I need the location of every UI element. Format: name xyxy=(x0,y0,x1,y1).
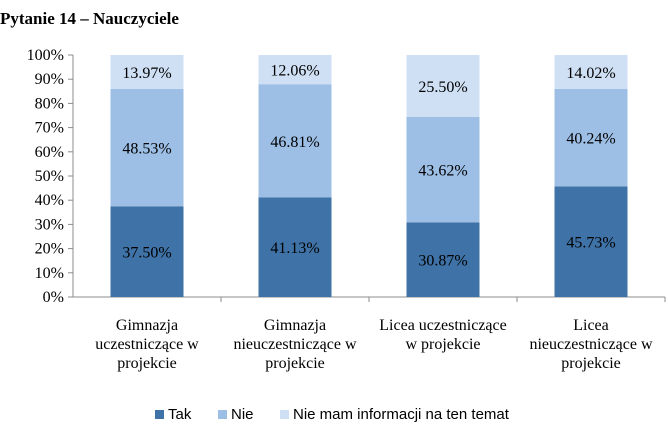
data-label: 43.62% xyxy=(418,163,467,180)
x-tick-label: Gimnazja xyxy=(116,317,178,334)
data-label: 48.53% xyxy=(122,141,171,158)
bar-segment xyxy=(406,55,480,117)
x-tick-label: projekcie xyxy=(117,355,177,372)
x-tick-label: nieuczestniczące w xyxy=(233,336,356,353)
bar-segment xyxy=(258,197,332,297)
chart-x-tick-labels: Gimnazja uczestniczące w projekcie Gimnazja… xyxy=(95,317,653,372)
data-label: 41.13% xyxy=(270,240,319,257)
data-label: 45.73% xyxy=(566,235,615,252)
y-tick-label: 20% xyxy=(35,241,64,258)
bar-segment xyxy=(554,88,628,187)
chart-legend: Tak Nie Nie mam informacji na ten temat xyxy=(155,406,510,423)
x-tick-label: w projekcie xyxy=(405,336,480,353)
legend-label: Nie xyxy=(231,406,254,423)
legend-label: Tak xyxy=(168,406,192,423)
data-label: 37.50% xyxy=(122,245,171,262)
bar-segment xyxy=(554,55,628,89)
y-tick-label: 50% xyxy=(35,168,64,185)
x-tick-label: Gimnazja xyxy=(264,317,326,334)
y-tick-label: 30% xyxy=(35,216,64,233)
x-tick-label: uczestniczące w xyxy=(95,336,199,353)
x-tick-label: nieuczestniczące w xyxy=(529,336,652,353)
data-label: 14.02% xyxy=(566,65,615,82)
bar-segment xyxy=(110,55,184,89)
x-tick-label: projekcie xyxy=(265,355,325,372)
chart-axes: 0% 10% 20% 30% 40% 50% 60% 70% 80% 90% 100% xyxy=(27,47,666,306)
y-tick-label: 90% xyxy=(35,71,64,88)
bar-segment xyxy=(554,186,628,297)
legend-swatch xyxy=(218,410,227,419)
y-tick-label: 40% xyxy=(35,192,64,209)
data-label: 30.87% xyxy=(418,253,467,270)
data-label: 25.50% xyxy=(418,79,467,96)
y-tick-label: 60% xyxy=(35,144,64,161)
bar-segment xyxy=(258,84,332,198)
x-tick-label: projekcie xyxy=(561,355,621,372)
y-tick-label: 100% xyxy=(27,47,64,64)
bar-segment xyxy=(110,88,184,207)
legend-swatch xyxy=(280,410,289,419)
bar-segment xyxy=(406,116,480,223)
y-tick-label: 80% xyxy=(35,95,64,112)
bar-segment xyxy=(406,222,480,297)
page-title: Pytanie 14 – Nauczyciele xyxy=(0,9,179,28)
data-label: 12.06% xyxy=(270,63,319,80)
data-label: 13.97% xyxy=(122,65,171,82)
bar-segment xyxy=(258,55,332,85)
data-label: 40.24% xyxy=(566,131,615,148)
legend-label: Nie mam informacji na ten temat xyxy=(293,406,510,423)
chart-data-labels: 37.50% 48.53% 13.97% 41.13% 46.81% 12.06% 30.8… xyxy=(122,63,615,270)
x-tick-label: Licea xyxy=(573,317,609,334)
legend-swatch xyxy=(155,410,164,419)
bar-segment xyxy=(110,206,184,297)
y-tick-label: 0% xyxy=(43,289,64,306)
chart-bars xyxy=(110,55,628,297)
y-tick-label: 70% xyxy=(35,120,64,137)
data-label: 46.81% xyxy=(270,134,319,151)
y-tick-label: 10% xyxy=(35,265,64,282)
x-tick-label: Licea uczestniczące xyxy=(379,317,506,334)
